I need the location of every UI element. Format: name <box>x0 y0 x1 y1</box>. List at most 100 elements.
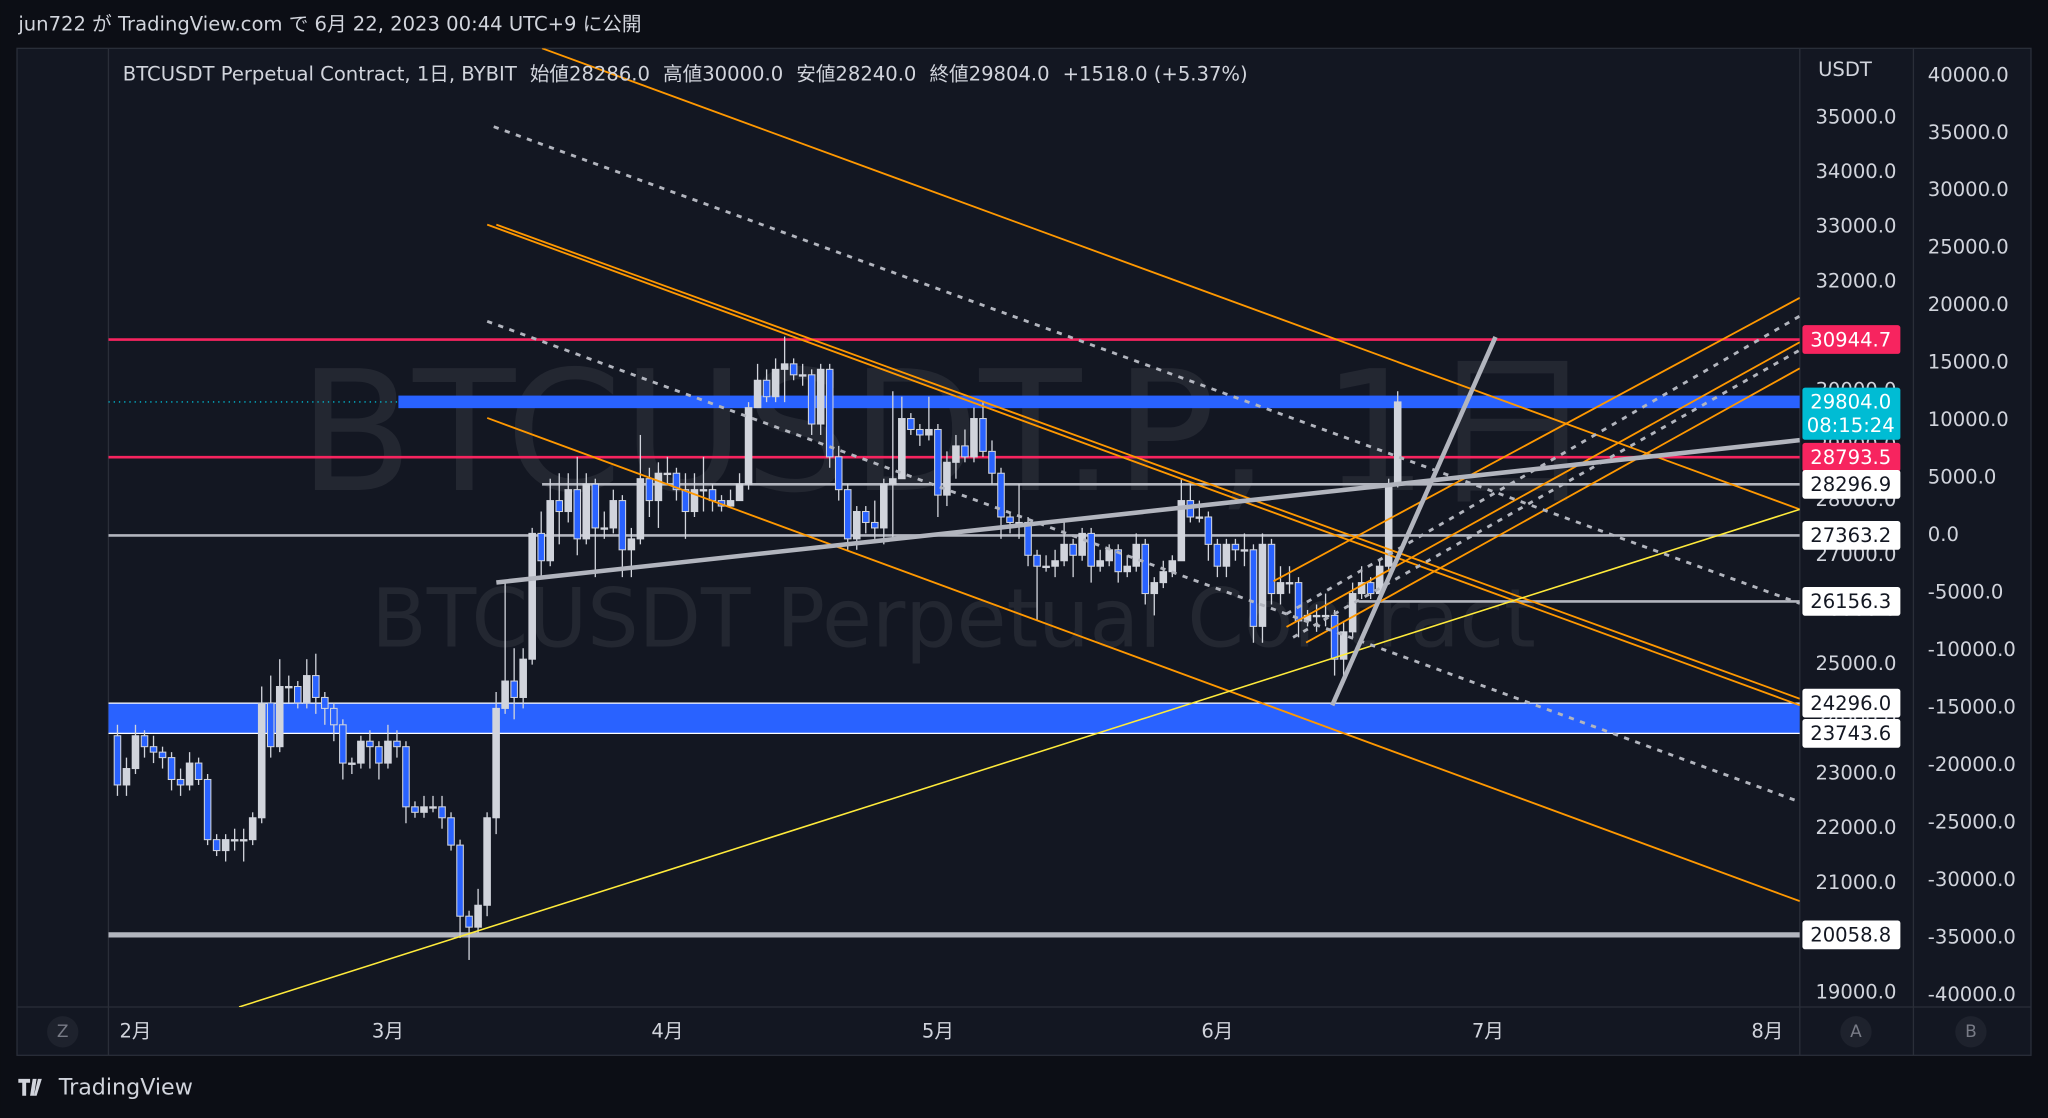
x-tick-label: 5月 <box>922 1019 954 1042</box>
y2-tick-label: -15000.0 <box>1928 695 2016 718</box>
candle-body <box>293 685 302 704</box>
candle-body <box>663 472 672 476</box>
candle-body <box>771 368 780 398</box>
candle-body <box>825 368 834 458</box>
candle-body <box>843 489 852 540</box>
candle-body <box>1132 543 1141 567</box>
candle-body <box>1213 543 1222 567</box>
button-label[interactable]: A <box>1850 1022 1862 1042</box>
candle-body <box>465 915 473 928</box>
button[interactable] <box>1840 1016 1872 1048</box>
trend-line <box>496 223 1800 700</box>
button-label[interactable]: Z <box>57 1022 69 1042</box>
dashed-line <box>1292 348 1800 639</box>
y2-tick-label: -40000.0 <box>1928 983 2016 1006</box>
candle-body <box>185 762 194 786</box>
candle-body <box>807 374 816 425</box>
level-label: 27363.2 <box>1810 524 1891 547</box>
candle-body <box>266 702 275 748</box>
dashed-line <box>1285 314 1800 616</box>
candle-body <box>501 680 509 709</box>
candle-body <box>275 685 284 748</box>
candle-body <box>997 472 1005 518</box>
candle-body <box>1393 401 1402 486</box>
candle-body <box>303 675 311 704</box>
button[interactable] <box>1955 1016 1987 1048</box>
axis-unit: USDT <box>1818 58 1873 81</box>
candle-body <box>510 680 518 698</box>
candle-body <box>1195 516 1204 519</box>
candle-body <box>1240 549 1249 552</box>
candle-body <box>762 379 771 398</box>
y-tick-label: 33000.0 <box>1815 215 1896 238</box>
y2-tick-label: -10000.0 <box>1928 638 2016 661</box>
countdown: 08:15:24 <box>1807 414 1895 437</box>
candle-body <box>798 374 807 377</box>
level-label-bg <box>1802 387 1901 440</box>
legend-value: 30000.0 <box>702 62 783 85</box>
y-tick-label: 21000.0 <box>1815 871 1896 894</box>
candle-body <box>1105 549 1113 562</box>
candle-body <box>1159 571 1168 584</box>
level-label: 28296.9 <box>1810 473 1891 496</box>
candle-body <box>375 746 383 764</box>
level-label: 26156.3 <box>1810 590 1891 613</box>
trend-line <box>238 508 1800 1007</box>
candle-body <box>312 675 320 698</box>
candle-body <box>113 735 122 786</box>
level-label: 23743.6 <box>1810 722 1891 745</box>
candle-body <box>131 735 140 770</box>
trend-line <box>486 223 1800 707</box>
candle-body <box>1069 543 1077 556</box>
candles <box>113 336 1402 960</box>
trend-line <box>1273 296 1800 583</box>
x-tick-label: 4月 <box>651 1019 683 1042</box>
candle-body <box>654 472 663 502</box>
candle-body <box>591 483 600 529</box>
y-tick-label: 35000.0 <box>1815 105 1896 128</box>
candle-body <box>1249 549 1258 627</box>
candle-body <box>582 483 591 540</box>
header-text: jun722 が TradingView.com で 6月 22, 2023 0… <box>17 12 641 35</box>
candle-body <box>1051 560 1059 567</box>
y-tick-label: 23000.0 <box>1815 762 1896 785</box>
candle-body <box>1348 593 1357 633</box>
y2-tick-label: -35000.0 <box>1928 925 2016 948</box>
legend-label: 終値 <box>929 62 968 85</box>
candle-body <box>257 702 266 819</box>
candle-body <box>934 428 942 496</box>
level-label-bg <box>1802 587 1901 616</box>
legend-label: 始値 <box>530 62 569 85</box>
candle-body <box>1177 500 1186 562</box>
y-tick-label: 22000.0 <box>1815 816 1896 839</box>
candle-body <box>492 707 500 819</box>
candle-body <box>1078 532 1086 556</box>
candle-body <box>1312 614 1321 618</box>
candle-body <box>834 456 843 491</box>
brand: TradingView <box>58 1074 193 1100</box>
candle-body <box>925 428 933 436</box>
candle-body <box>880 483 888 529</box>
candle-body <box>970 418 978 458</box>
candle-body <box>519 658 527 698</box>
y2-tick-label: 30000.0 <box>1928 178 2009 201</box>
y2-tick-label: -20000.0 <box>1928 753 2016 776</box>
button-label[interactable]: B <box>1965 1022 1977 1042</box>
candle-body <box>483 817 491 906</box>
button[interactable] <box>47 1016 79 1048</box>
candle-body <box>898 418 906 480</box>
trend-line <box>541 48 1800 511</box>
candle-body <box>284 685 293 689</box>
legend-value: 28240.0 <box>835 62 916 85</box>
candle-body <box>438 806 446 819</box>
candle-body <box>366 740 374 748</box>
y2-tick-label: -5000.0 <box>1928 580 2004 603</box>
candle-body <box>393 740 401 748</box>
candle-body <box>420 806 428 813</box>
candle-body <box>248 817 257 841</box>
trend-line <box>1330 336 1498 707</box>
legend-change: +1518.0 (+5.37%) <box>1063 62 1248 85</box>
candle-body <box>429 806 437 809</box>
candle-body <box>321 696 329 709</box>
